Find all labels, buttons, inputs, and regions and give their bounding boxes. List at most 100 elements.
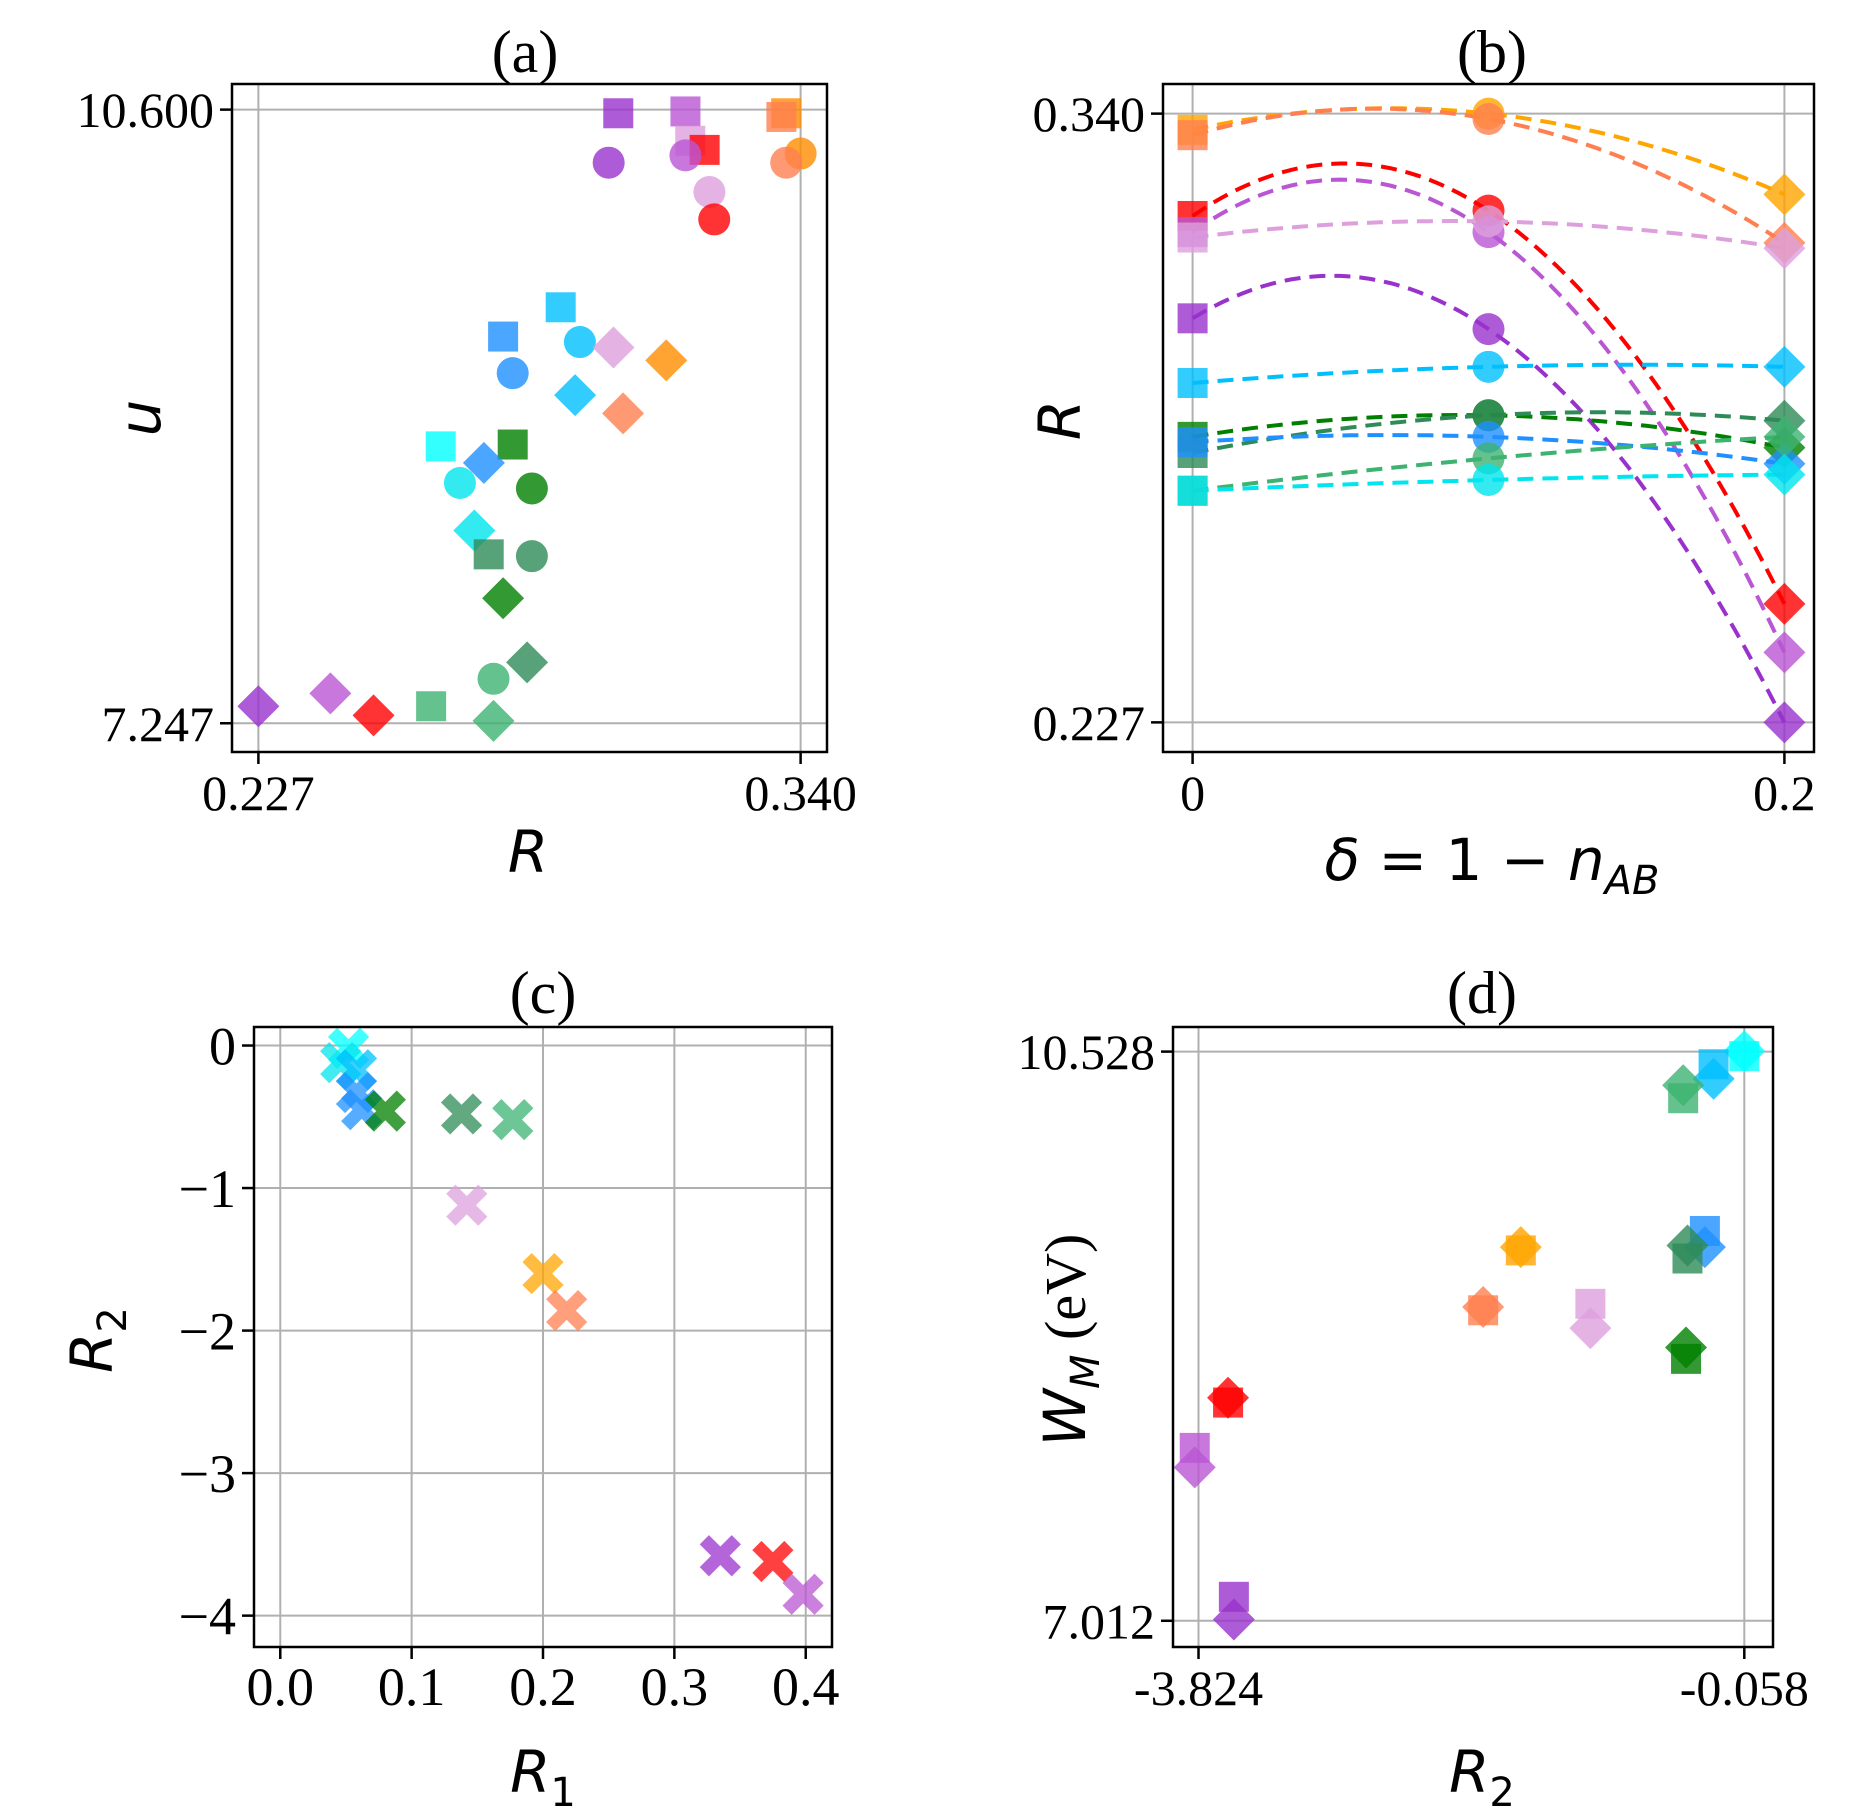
x-marker (699, 1535, 741, 1577)
series-line (1191, 177, 1787, 654)
panel-c-points (320, 1027, 824, 1615)
diamond-marker (1763, 701, 1806, 744)
circle-marker (443, 466, 476, 499)
panel-a-title: (a) (492, 19, 559, 85)
square-marker (1177, 475, 1208, 506)
circle-marker (515, 472, 548, 505)
diamond-marker (1763, 173, 1806, 216)
circle-marker (1472, 463, 1505, 496)
panel-b-title: (b) (1457, 19, 1527, 85)
x-tick-label: 0.2 (509, 1657, 577, 1717)
diamond-marker (462, 441, 505, 484)
diamond-marker (1662, 1064, 1705, 1107)
square-marker (1177, 367, 1208, 398)
circle-marker (1472, 350, 1505, 383)
panel-d-frame (1171, 1025, 1775, 1649)
diamond-marker (1212, 1598, 1255, 1641)
x-marker (364, 1090, 406, 1132)
diamond-marker (237, 685, 280, 728)
series-line (1192, 410, 1785, 455)
diamond-marker (602, 392, 645, 435)
panel-a: (a) 0.227 0.340 7.247 10.600 u R (77, 19, 857, 886)
diamond-marker (1763, 415, 1806, 458)
square-marker (766, 101, 797, 132)
circle-marker (496, 357, 529, 390)
x-marker (440, 1093, 483, 1135)
diamond-marker (1665, 1326, 1708, 1369)
panel-d-grid (1173, 1027, 1773, 1647)
square-marker (425, 431, 456, 462)
panel-d-ylabel: WM (eV) (1031, 1234, 1109, 1447)
panel-d-points (1173, 1030, 1766, 1641)
panel-c-ylabel: R2 (58, 1307, 136, 1373)
panel-a-frame (230, 82, 829, 754)
diamond-marker (352, 694, 395, 737)
circle-marker (477, 662, 510, 695)
x-marker (782, 1573, 824, 1615)
y-tick-label: 0.340 (1033, 86, 1146, 142)
diamond-marker (1763, 582, 1806, 625)
panel-d-xlabel: R2 (1449, 1738, 1515, 1816)
panel-a-points (237, 96, 817, 742)
diamond-marker (592, 326, 635, 369)
circle-marker (563, 326, 596, 359)
square-marker (1177, 427, 1208, 458)
circle-marker (693, 175, 726, 208)
diamond-marker (1666, 1224, 1709, 1267)
panel-b-frame (1161, 82, 1816, 754)
x-tick-label: 0.2 (1753, 765, 1816, 821)
square-marker (670, 96, 701, 127)
square-marker (1177, 120, 1208, 151)
diamond-marker (1763, 227, 1806, 270)
diamond-marker (1692, 1057, 1735, 1100)
panel-d-ticks: -3.824 -0.058 7.012 10.528 (1018, 1024, 1809, 1716)
circle-marker (592, 146, 625, 179)
diamond-marker (1462, 1286, 1505, 1329)
x-tick-label: 0.0 (247, 1657, 315, 1717)
x-marker (446, 1184, 488, 1226)
circle-marker (698, 203, 731, 236)
x-tick-label: 0.340 (744, 765, 857, 821)
circle-marker (669, 139, 702, 172)
y-tick-label: −4 (179, 1587, 236, 1647)
x-tick-label: 0.1 (378, 1657, 446, 1717)
square-marker (473, 539, 504, 570)
panel-b-xlabel: δ = 1 − nAB (1325, 826, 1660, 904)
square-marker (603, 98, 634, 129)
panel-d: (d) -3.824 -0.058 7.012 10.528 WM (eV) R2 (1018, 960, 1809, 1816)
x-tick-label: -0.058 (1680, 1660, 1809, 1716)
panel-c-title: (c) (510, 960, 577, 1026)
circle-marker (1472, 103, 1505, 136)
panel-b-points (1177, 97, 1806, 744)
diamond-marker (1763, 631, 1806, 674)
panel-c-xlabel: R1 (510, 1738, 576, 1816)
square-marker (488, 321, 519, 352)
series-line (1191, 161, 1787, 605)
diamond-marker (482, 577, 525, 620)
y-tick-label: −1 (179, 1159, 236, 1219)
square-marker (1177, 303, 1208, 334)
x-marker (752, 1540, 794, 1583)
panel-d-title: (d) (1447, 960, 1517, 1026)
diamond-marker (1723, 1030, 1766, 1073)
diamond-marker (1173, 1446, 1216, 1489)
y-tick-label: −3 (179, 1444, 236, 1504)
x-tick-label: 0.3 (641, 1657, 709, 1717)
panel-b: (b) 0 0.2 0.227 0.340 R δ = 1 − nAB (1026, 19, 1816, 904)
diamond-marker (1763, 453, 1806, 496)
panel-a-ylabel: u (106, 400, 174, 437)
x-tick-label: 0.4 (772, 1657, 840, 1717)
panel-b-ylabel: R (1026, 400, 1094, 440)
panel-a-ticks: 0.227 0.340 7.247 10.600 (77, 82, 857, 821)
panel-c: (c) 0.0 0.1 0.2 0.3 0.4 0 −1 −2 −3 −4 R2 R1 (58, 960, 839, 1816)
diamond-marker (1569, 1307, 1612, 1350)
circle-marker (1472, 313, 1505, 346)
diamond-marker (472, 699, 515, 742)
square-marker (1177, 222, 1208, 253)
y-tick-label: 0.227 (1033, 695, 1146, 751)
square-marker (497, 429, 528, 460)
panel-b-ticks: 0 0.2 0.227 0.340 (1033, 86, 1816, 821)
circle-marker (515, 540, 548, 573)
y-tick-label: 10.600 (77, 82, 215, 138)
